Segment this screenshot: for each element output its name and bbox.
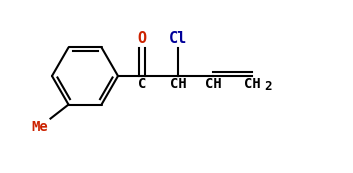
Text: CH: CH (205, 77, 221, 91)
Text: Me: Me (32, 120, 48, 134)
Text: CH: CH (170, 77, 186, 91)
Text: 2: 2 (264, 80, 271, 93)
Text: C: C (138, 77, 146, 91)
Text: CH: CH (244, 77, 261, 91)
Text: O: O (137, 31, 146, 46)
Text: Cl: Cl (169, 31, 187, 46)
